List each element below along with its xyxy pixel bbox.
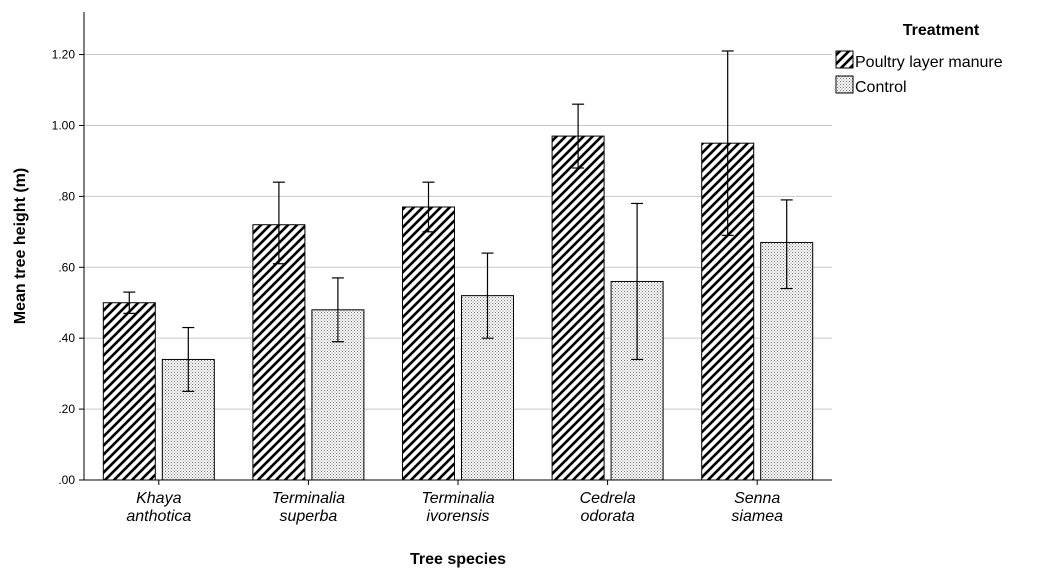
bar-poultry: [102, 302, 156, 481]
legend: Treatment Poultry layer manure Control: [835, 22, 1003, 96]
category-label-line: Cedrela: [580, 490, 636, 507]
tick-labels: .00 .20 .40 .60 .80 1.00 1.20 Khaya anthotica Ter…: [52, 48, 783, 525]
category-label-line: Senna: [734, 490, 780, 507]
bar-poultry: [402, 206, 455, 481]
category-label: Terminalia ivorensis: [421, 490, 494, 525]
category-label-line: odorata: [580, 508, 634, 525]
x-axis-title: Tree species: [410, 551, 506, 568]
bars: [102, 50, 814, 481]
category-label-line: Khaya: [136, 490, 181, 507]
category-label: Khaya anthotica: [126, 490, 191, 525]
category-label-line: superba: [279, 508, 337, 525]
category-label-line: anthotica: [126, 508, 191, 525]
legend-swatch-poultry: [835, 50, 854, 69]
category-label: Senna siamea: [731, 490, 783, 525]
y-tick-label: 1.00: [52, 118, 76, 132]
category-label-line: Terminalia: [421, 490, 494, 507]
category-label: Cedrela odorata: [580, 490, 636, 525]
legend-title: Treatment: [903, 22, 980, 39]
category-label-line: Terminalia: [272, 490, 345, 507]
y-tick-label: 1.20: [52, 48, 76, 62]
category-label: Terminalia superba: [272, 490, 345, 525]
category-label-line: siamea: [731, 508, 783, 525]
y-tick-label: .00: [58, 473, 75, 487]
legend-label-control: Control: [855, 79, 907, 96]
y-tick-label: .80: [58, 189, 75, 203]
y-axis-title: Mean tree height (m): [12, 168, 29, 324]
y-tick-label: .40: [58, 331, 75, 345]
bar-poultry: [551, 135, 605, 481]
legend-swatch-control: [835, 75, 854, 94]
bar-poultry: [252, 224, 306, 481]
y-tick-label: .60: [58, 260, 75, 274]
category-label-line: ivorensis: [426, 508, 489, 525]
y-tick-label: .20: [58, 402, 75, 416]
legend-label-poultry: Poultry layer manure: [855, 54, 1003, 71]
